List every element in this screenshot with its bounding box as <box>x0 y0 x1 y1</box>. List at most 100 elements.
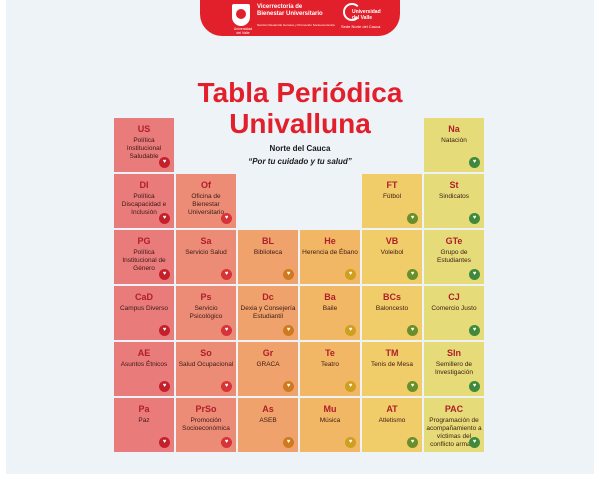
element-name: Comercio Justo <box>431 305 477 312</box>
heart-icon: ♥ <box>407 325 418 336</box>
university-name: Universidad del Valle <box>352 9 381 21</box>
element-cell: So Salud Ocupacional ♥ <box>176 342 236 396</box>
element-name: Política Discapacidad e Inclusión <box>121 193 167 216</box>
element-symbol: FT <box>386 180 398 190</box>
vice-line-1: Vicerrectoría de <box>257 4 303 10</box>
heart-icon: ♥ <box>283 437 294 448</box>
element-name: Campus Diverso <box>119 305 169 312</box>
page-title-line-1: Tabla Periódica <box>197 77 403 108</box>
element-cell: PG Política Institucional de Género ♥ <box>114 230 174 284</box>
element-symbol: PrSo <box>195 404 217 414</box>
element-cell: TM Tenis de Mesa ♥ <box>362 342 422 396</box>
univalle-crest-icon <box>232 4 250 26</box>
element-cell: Mu Música ♥ <box>300 398 360 452</box>
element-name: Sindicatos <box>439 193 469 200</box>
element-name: Paz <box>138 417 150 424</box>
element-symbol: BL <box>262 236 274 246</box>
heart-icon: ♥ <box>345 269 356 280</box>
heart-icon: ♥ <box>345 437 356 448</box>
heart-icon: ♥ <box>407 269 418 280</box>
heart-icon: ♥ <box>345 381 356 392</box>
element-symbol: Ba <box>324 292 336 302</box>
vicerrectoria-label: Vicerrectoría de Bienestar Universitario <box>257 4 337 18</box>
heart-icon: ♥ <box>159 157 170 168</box>
heart-icon: ♥ <box>469 213 480 224</box>
heart-icon: ♥ <box>283 269 294 280</box>
subtitle: Norte del Cauca <box>269 144 331 153</box>
element-cell: Na Natación ♥ <box>424 118 484 172</box>
heart-icon: ♥ <box>159 213 170 224</box>
element-cell: FT Fútbol ♥ <box>362 174 422 228</box>
element-symbol: Mu <box>323 404 337 414</box>
element-name: Oficina de Bienestar Universitario <box>187 193 225 216</box>
element-symbol: St <box>449 180 459 190</box>
element-cell: Ps Servicio Psicológico ♥ <box>176 286 236 340</box>
element-cell: Dc Dexia y Consejería Estudiantil ♥ <box>238 286 298 340</box>
element-symbol: As <box>262 404 274 414</box>
sede-label: Sede Norte del Cauca <box>341 24 381 29</box>
element-name: Asuntos Étnicos <box>120 361 168 368</box>
element-symbol: AE <box>137 348 151 358</box>
element-cell: AT Atletismo ♥ <box>362 398 422 452</box>
element-symbol: PAC <box>444 404 464 414</box>
element-name: Grupo de Estudiantes <box>437 249 471 264</box>
element-symbol: GTe <box>445 236 463 246</box>
element-name: GRACA <box>256 361 280 368</box>
element-symbol: He <box>324 236 336 246</box>
element-symbol: VB <box>385 236 399 246</box>
element-symbol: Na <box>448 124 460 134</box>
element-symbol: TM <box>385 348 399 358</box>
element-name: Política Institucional de Género <box>122 249 166 272</box>
heart-icon: ♥ <box>469 325 480 336</box>
element-name: Dexia y Consejería Estudiantil <box>240 305 296 320</box>
element-cell: GTe Grupo de Estudiantes ♥ <box>424 230 484 284</box>
element-symbol: AT <box>386 404 398 414</box>
element-symbol: Gr <box>262 348 274 358</box>
element-cell: PAC Programación de acompañamiento a víct… <box>424 398 484 452</box>
element-cell: SIn Semillero de Investigación ♥ <box>424 342 484 396</box>
heart-icon: ♥ <box>345 325 356 336</box>
element-symbol: Dc <box>262 292 274 302</box>
heart-icon: ♥ <box>469 381 480 392</box>
heart-icon: ♥ <box>469 269 480 280</box>
element-symbol: BCs <box>382 292 401 302</box>
heart-icon: ♥ <box>469 437 480 448</box>
heart-icon: ♥ <box>221 325 232 336</box>
element-symbol: Te <box>325 348 335 358</box>
element-symbol: CaD <box>134 292 153 302</box>
heart-icon: ♥ <box>221 213 232 224</box>
element-name: Voleibol <box>380 249 404 256</box>
element-symbol: Of <box>201 180 211 190</box>
element-cell: PrSo Promoción Socioeconómica ♥ <box>176 398 236 452</box>
heart-icon: ♥ <box>283 325 294 336</box>
heart-icon: ♥ <box>407 437 418 448</box>
element-cell: He Herencia de Ébano ♥ <box>300 230 360 284</box>
element-name: Programación de acompañamiento a víctima… <box>426 417 482 448</box>
element-cell: Gr GRACA ♥ <box>238 342 298 396</box>
element-name: Tenis de Mesa <box>371 361 413 368</box>
element-symbol: CJ <box>448 292 460 302</box>
heart-icon: ♥ <box>221 437 232 448</box>
element-symbol: PG <box>137 236 151 246</box>
element-symbol: US <box>137 124 151 134</box>
element-cell: Te Teatro ♥ <box>300 342 360 396</box>
element-cell: US Política Institucional Saludable ♥ <box>114 118 174 172</box>
heart-icon: ♥ <box>159 381 170 392</box>
element-name: Semillero de Investigación <box>435 361 473 376</box>
heart-icon: ♥ <box>407 381 418 392</box>
element-cell: Sa Servicio Salud ♥ <box>176 230 236 284</box>
element-name: Teatro <box>320 361 340 368</box>
element-cell: VB Voleibol ♥ <box>362 230 422 284</box>
heart-icon: ♥ <box>221 269 232 280</box>
element-name: Política Institucional Saludable <box>126 137 162 160</box>
slogan: “Por tu cuidado y tu salud” <box>248 157 352 166</box>
element-cell: As ASEB ♥ <box>238 398 298 452</box>
element-cell: AE Asuntos Étnicos ♥ <box>114 342 174 396</box>
element-cell: CJ Comercio Justo ♥ <box>424 286 484 340</box>
element-cell: Pa Paz ♥ <box>114 398 174 452</box>
university-logo-icon <box>343 3 361 21</box>
element-cell: St Sindicatos ♥ <box>424 174 484 228</box>
element-cell: DI Política Discapacidad e Inclusión ♥ <box>114 174 174 228</box>
element-symbol: Ps <box>200 292 212 302</box>
